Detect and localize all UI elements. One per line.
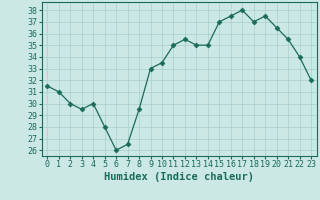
X-axis label: Humidex (Indice chaleur): Humidex (Indice chaleur) bbox=[104, 172, 254, 182]
